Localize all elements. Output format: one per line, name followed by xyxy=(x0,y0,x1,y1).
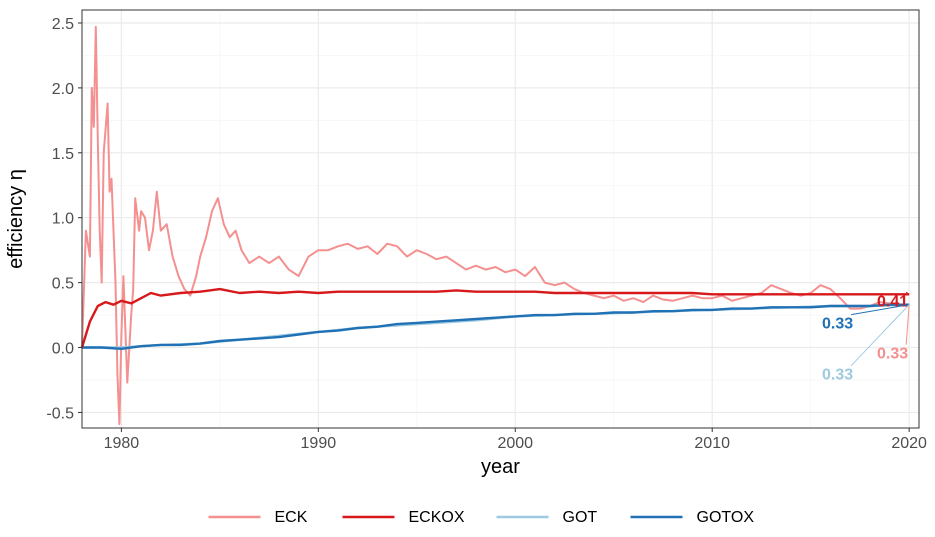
x-tick-label: 1990 xyxy=(301,435,337,452)
x-tick-label: 2010 xyxy=(694,435,730,452)
legend: ECK ECKOX GOT GOTOX xyxy=(208,509,755,526)
legend-label: GOTOX xyxy=(697,509,755,526)
y-tick-label: -0.5 xyxy=(46,405,74,422)
end-label-leader xyxy=(905,291,910,295)
y-tick-label: 2.0 xyxy=(52,81,74,98)
end-label-leader xyxy=(905,304,910,345)
legend-item-gotox: GOTOX xyxy=(630,509,755,526)
y-tick-label: 0.0 xyxy=(52,341,74,358)
series-line-eckox xyxy=(80,287,910,348)
y-axis-title: efficiency η xyxy=(5,169,27,269)
axes: 1980 1990 2000 2010 2020 -0.5 0.0 0.5 1.0 1.5 2.0 2… xyxy=(46,16,927,452)
x-axis-title: year xyxy=(481,456,520,478)
legend-item-got: GOT xyxy=(496,509,598,526)
series-line-got xyxy=(82,303,910,349)
y-tick-label: 2.5 xyxy=(52,16,74,33)
end-labels: 0.410.330.330.33 xyxy=(822,291,910,384)
panel-border xyxy=(81,9,920,429)
end-label-got: 0.33 xyxy=(822,367,853,384)
y-tick-label: 1.0 xyxy=(52,211,74,228)
grid xyxy=(82,10,919,428)
end-label-leader xyxy=(851,304,910,316)
end-label-eck: 0.33 xyxy=(877,346,908,363)
series-lines xyxy=(80,25,910,426)
y-tick-label: 0.5 xyxy=(52,276,74,293)
y-tick-label: 1.5 xyxy=(52,146,74,163)
x-tick-label: 2000 xyxy=(497,435,533,452)
x-tick-label: 2020 xyxy=(891,435,927,452)
end-label-leader xyxy=(850,304,910,367)
legend-label: ECKOX xyxy=(409,509,465,526)
legend-label: ECK xyxy=(275,509,308,526)
legend-label: GOT xyxy=(563,509,598,526)
legend-item-eck: ECK xyxy=(208,509,308,526)
series-line-eck xyxy=(81,25,910,426)
series-line-gotox xyxy=(82,303,910,350)
end-label-gotox: 0.33 xyxy=(822,316,853,333)
legend-item-eckox: ECKOX xyxy=(342,509,465,526)
x-tick-label: 1980 xyxy=(104,435,140,452)
